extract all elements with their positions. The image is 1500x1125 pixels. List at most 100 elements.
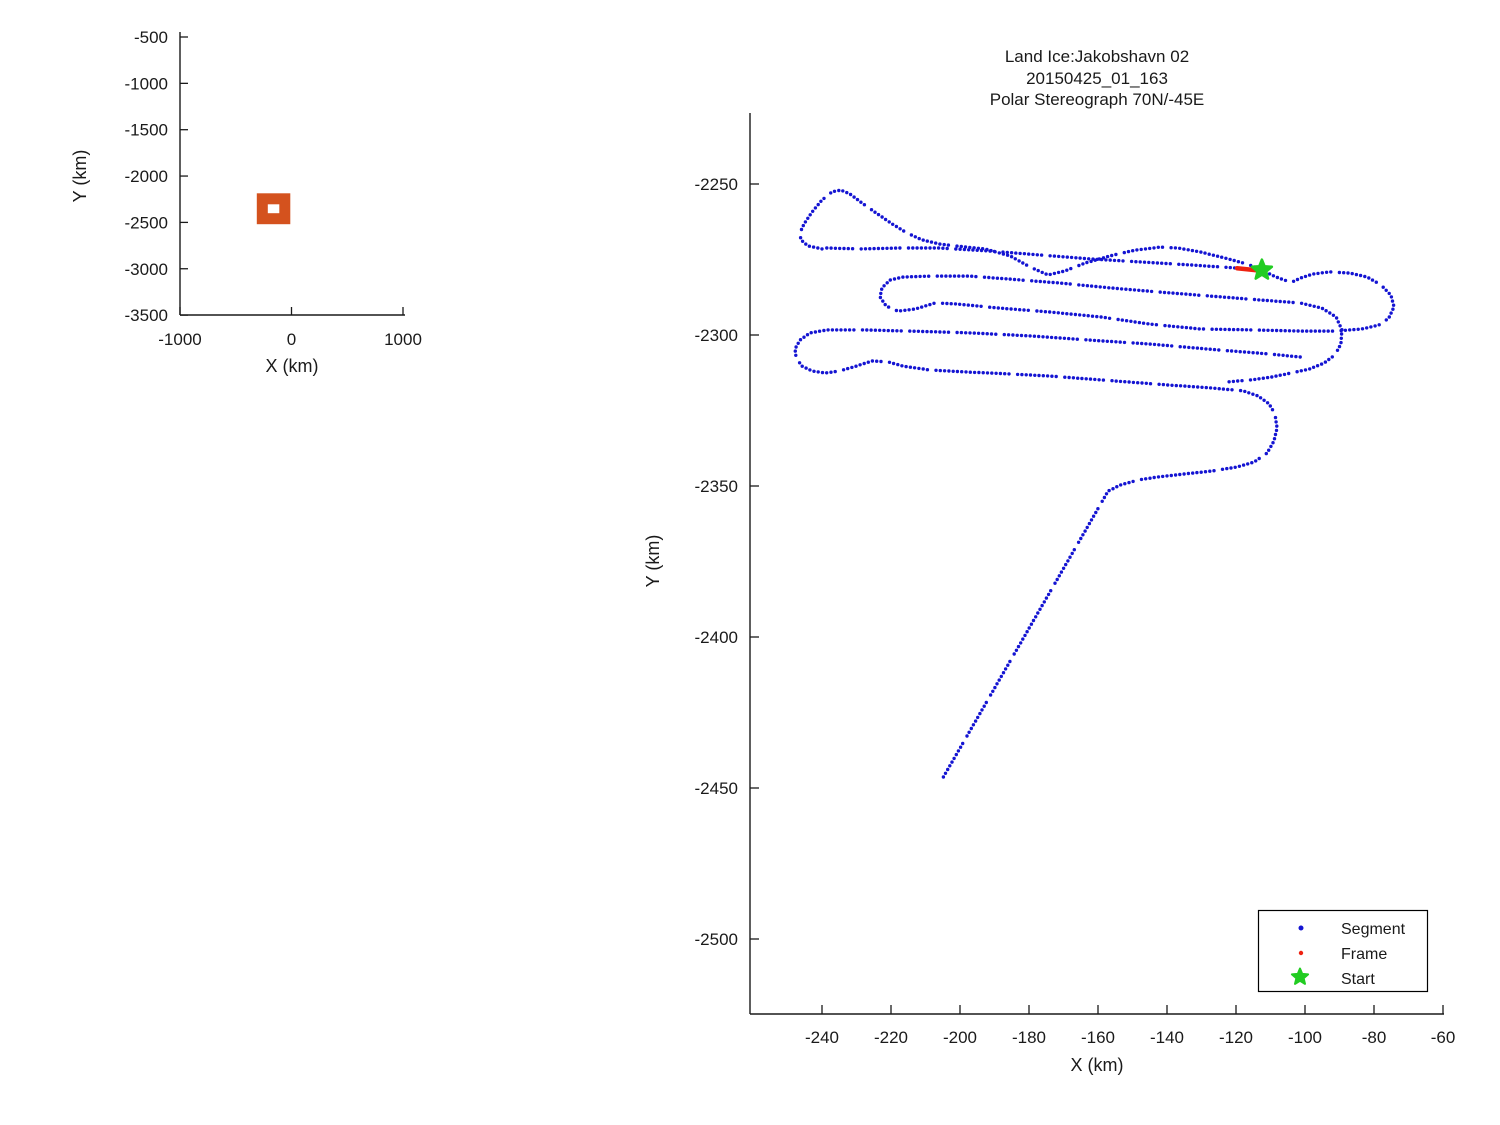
track-dot	[1103, 315, 1108, 320]
track-dot	[1061, 566, 1066, 570]
track-dot	[997, 251, 1001, 255]
track-dot	[807, 244, 812, 248]
track-dot	[920, 305, 924, 309]
track-dot	[1085, 525, 1089, 530]
track-dot	[948, 274, 952, 278]
track-dot	[1088, 338, 1092, 342]
track-dot	[955, 330, 959, 335]
track-dot	[1036, 268, 1040, 273]
track-dot	[1072, 548, 1077, 552]
track-dot	[1054, 374, 1058, 379]
track-dot	[1031, 252, 1035, 257]
track-dot	[994, 332, 998, 336]
track-dot	[1198, 263, 1203, 268]
track-dot	[997, 678, 1001, 682]
track-dot	[1246, 462, 1250, 466]
track-dot	[959, 244, 963, 249]
track-dot	[1173, 246, 1178, 250]
track-dot	[1099, 315, 1103, 319]
track-dot	[1061, 269, 1065, 274]
track-dot	[1242, 350, 1247, 354]
track-dot	[1101, 339, 1105, 343]
track-dot	[1081, 262, 1085, 266]
track-dot	[1137, 320, 1142, 325]
track-dot	[962, 303, 966, 307]
track-dot	[860, 328, 865, 332]
track-dot	[1009, 251, 1014, 255]
track-dot	[1045, 374, 1050, 378]
track-dot	[1116, 317, 1120, 322]
track-dot	[1140, 381, 1144, 385]
track-dot	[1285, 354, 1290, 358]
track-dot	[1069, 255, 1074, 260]
track-dot	[1124, 319, 1129, 323]
track-dot	[1131, 341, 1135, 345]
track-dot	[1257, 298, 1261, 302]
track-dot	[1190, 248, 1195, 253]
track-dot	[1243, 389, 1247, 394]
track-dot	[984, 249, 988, 253]
main-x-tick-label: -120	[1219, 1028, 1253, 1047]
track-dot	[1274, 374, 1278, 378]
track-dot	[921, 329, 925, 334]
track-dot	[1147, 260, 1151, 265]
track-dot	[1005, 250, 1009, 255]
track-dot	[1225, 466, 1229, 471]
track-dot	[1108, 258, 1112, 262]
track-dot	[837, 188, 841, 193]
track-dot	[1334, 316, 1339, 320]
track-dot	[1003, 667, 1008, 671]
track-dot	[1037, 334, 1041, 339]
track-dot	[1209, 294, 1214, 298]
track-dot	[928, 302, 932, 307]
track-dot	[1011, 333, 1015, 337]
track-dot	[1014, 648, 1019, 652]
track-dot	[1157, 343, 1161, 347]
track-dot	[1089, 284, 1094, 288]
main-track-plot: Land Ice:Jakobshavn 02 20150425_01_163 P…	[643, 47, 1455, 1075]
track-dot	[1061, 255, 1065, 259]
track-dot	[1292, 329, 1296, 333]
main-x-tick-label: -200	[943, 1028, 977, 1047]
track-dot	[1027, 626, 1031, 630]
track-dot	[1057, 254, 1061, 259]
track-dot	[1176, 325, 1180, 329]
track-dot	[1195, 346, 1200, 350]
track-dot	[800, 239, 805, 243]
track-dot	[984, 700, 988, 705]
track-dot	[1299, 369, 1304, 373]
track-dot	[1227, 380, 1231, 384]
overview-x-tick-label: -1000	[158, 330, 201, 349]
track-dot	[1017, 259, 1021, 263]
track-dot	[1272, 437, 1277, 441]
track-dot	[875, 359, 879, 363]
track-dot	[1008, 659, 1012, 664]
track-dot	[1387, 291, 1391, 296]
track-dot	[835, 328, 839, 332]
track-dot	[1034, 279, 1038, 283]
track-dot	[1312, 272, 1316, 276]
track-dot	[1144, 381, 1149, 385]
track-dot	[873, 328, 878, 332]
track-dot	[1045, 335, 1050, 339]
track-dot	[977, 370, 981, 375]
segment-dots-strand-2	[878, 268, 1396, 384]
track-dot	[946, 330, 951, 334]
track-dot	[1137, 288, 1141, 292]
track-dot	[933, 330, 938, 334]
track-dot	[938, 242, 942, 246]
main-y-tick-label: -2500	[695, 930, 738, 949]
track-dot	[1326, 329, 1330, 333]
track-dot	[1262, 398, 1266, 402]
track-dot	[1048, 254, 1052, 258]
track-dot	[1152, 475, 1156, 480]
track-dot	[965, 274, 970, 278]
track-dot	[936, 246, 941, 250]
track-dot	[1189, 326, 1193, 330]
track-dot	[1323, 360, 1328, 364]
track-dot	[980, 708, 984, 712]
track-dot	[1287, 300, 1291, 304]
track-dot	[990, 371, 994, 375]
track-dot	[1229, 466, 1233, 470]
track-dot	[1056, 270, 1061, 275]
